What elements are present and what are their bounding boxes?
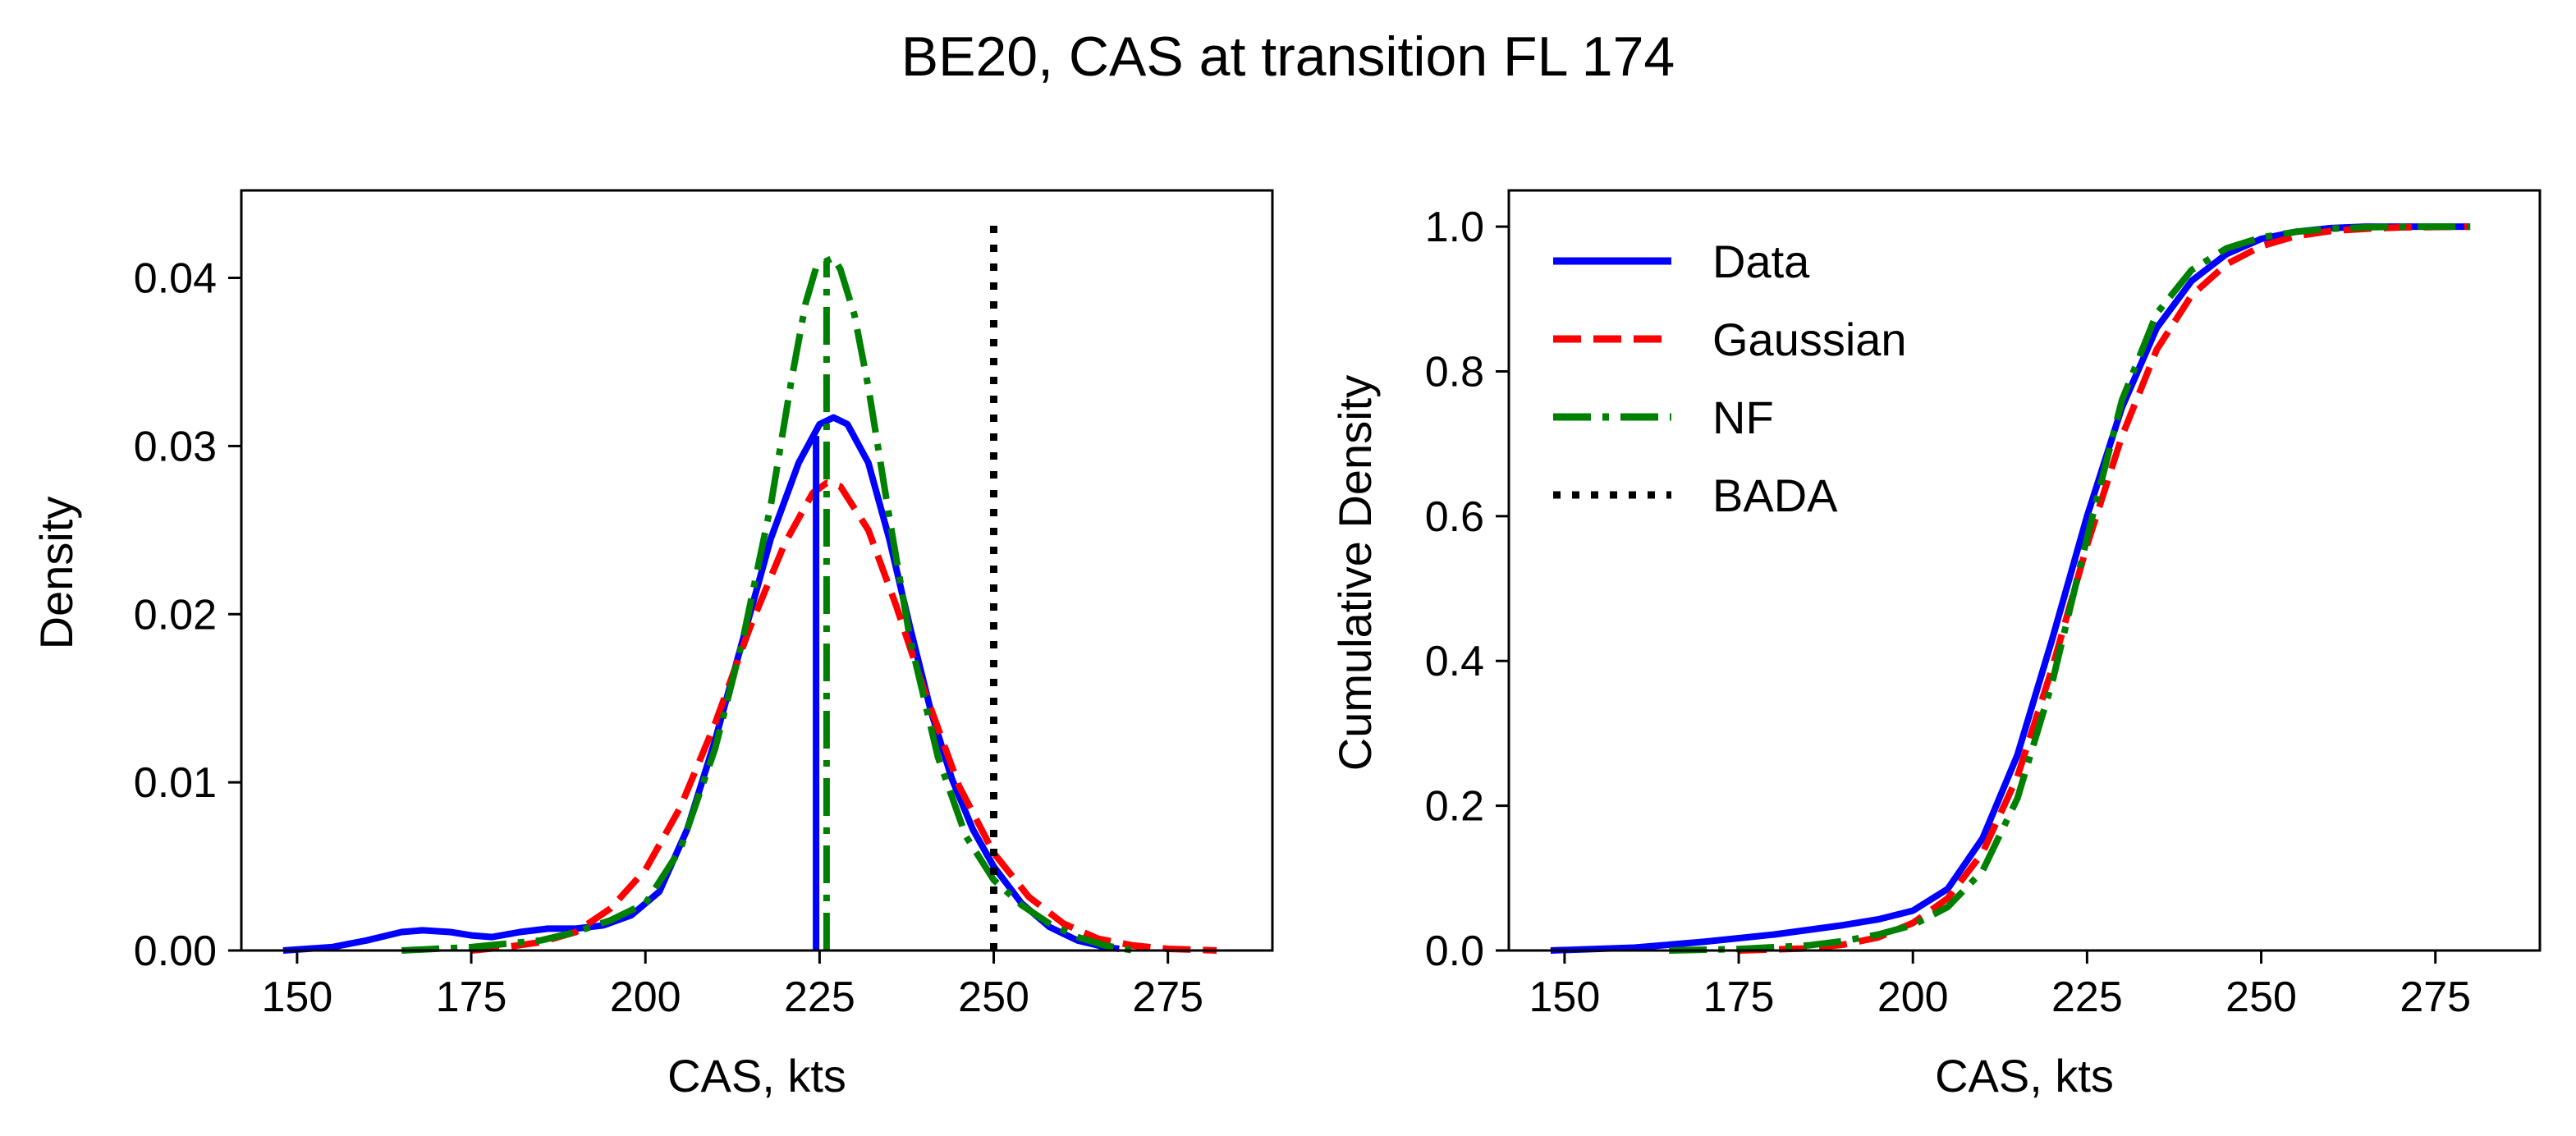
density-panel: CAS, kts Density 150 175 200 225 250 275 0.00 0… — [30, 189, 1274, 1102]
cdf-y-tick-label-0: 0.0 — [1425, 928, 1484, 975]
cdf-y-tick-label-5: 1.0 — [1425, 204, 1484, 251]
cdf-x-tick-label-150: 150 — [1529, 973, 1601, 1021]
density-series-gaussian — [470, 479, 1217, 954]
cdf-x-axis-label: CAS, kts — [1935, 1050, 2114, 1102]
cdf-y-tick-label-3: 0.6 — [1425, 493, 1484, 541]
density-x-tick-label-250: 250 — [958, 973, 1029, 1021]
density-x-axis-label: CAS, kts — [667, 1050, 846, 1102]
density-x-tick-label-275: 275 — [1132, 973, 1203, 1021]
density-plot-frame — [240, 189, 1274, 952]
cdf-x-tick-label-275: 275 — [2400, 973, 2471, 1021]
density-y-axis-label: Density — [30, 497, 82, 650]
legend-label-gaussian: Gaussian — [1712, 314, 1907, 365]
cdf-x-tick-label-250: 250 — [2225, 973, 2297, 1021]
density-y-tick-label-3: 0.03 — [134, 423, 217, 470]
cdf-y-tick-label-1: 0.2 — [1425, 783, 1484, 831]
cdf-series-nf — [1669, 223, 2471, 954]
density-x-tick-label-200: 200 — [610, 973, 681, 1021]
density-series-nf — [401, 254, 1134, 954]
cdf-plot-frame — [1507, 189, 2542, 952]
cdf-y-tick-label-2: 0.4 — [1425, 638, 1484, 685]
cdf-x-tick-label-175: 175 — [1703, 973, 1775, 1021]
legend-label-data: Data — [1712, 236, 1810, 287]
cdf-y-tick-label-4: 0.8 — [1425, 348, 1484, 396]
density-y-tick-label-2: 0.02 — [134, 591, 217, 639]
density-x-tick-label-150: 150 — [262, 973, 333, 1021]
cdf-y-axis-label: Cumulative Density — [1329, 375, 1381, 771]
density-x-tick-label-225: 225 — [784, 973, 855, 1021]
density-y-tick-label-1: 0.01 — [134, 759, 217, 807]
cdf-x-tick-label-225: 225 — [2051, 973, 2123, 1021]
density-x-tick-label-175: 175 — [436, 973, 507, 1021]
legend-label-nf: NF — [1712, 392, 1774, 443]
density-y-tick-label-4: 0.04 — [134, 255, 217, 303]
cdf-x-tick-label-200: 200 — [1877, 973, 1949, 1021]
density-y-tick-label-0: 0.00 — [134, 928, 217, 975]
legend: Data Gaussian NF BADA — [1553, 236, 1907, 521]
legend-label-bada: BADA — [1712, 470, 1838, 521]
cdf-panel: CAS, kts Cumulative Density Data Gaussia… — [1329, 189, 2542, 1102]
figure-title: BE20, CAS at transition FL 174 — [901, 25, 1675, 88]
density-series-data — [282, 414, 1120, 954]
